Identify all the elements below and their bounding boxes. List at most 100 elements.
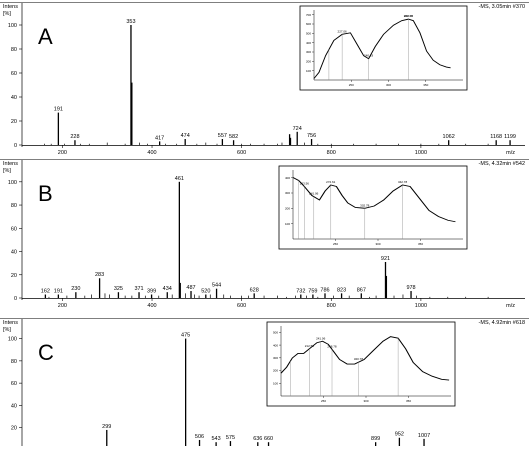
inset-y-tick-label: 300 [306,50,311,54]
peak-label: 191 [54,289,63,295]
y-tick-label: 100 [8,23,17,29]
peak-label: 1199 [504,134,516,140]
peak-label: 162 [41,289,50,295]
y-tick-label: 0 [14,296,17,302]
inset-peak-label: 342.78 [398,180,408,184]
inset-y-tick-label: 600 [306,22,311,26]
y-tick-label: 0 [14,143,17,149]
x-tick-label: 200 [58,303,67,309]
y-tick-label: 80 [11,359,17,365]
inset-x-tick-label: 250 [321,399,326,403]
uv-inset: 100 200 300 400 500 250 300 350 212.56241.06268.… [266,321,456,407]
peak-label: 899 [371,436,380,442]
y-tick-label: 40 [11,95,17,101]
peak-label: 636 [253,436,262,442]
uv-absorbance-curve [313,18,451,79]
inset-y-tick-label: 200 [273,369,278,373]
y-axis-title-line2: [%] [3,11,11,17]
peak-label: 1062 [443,134,455,140]
x-axis-unit: m/z [506,150,515,156]
inset-x-tick-label: 350 [418,242,423,246]
inset-peak-label: 241.06 [309,192,319,196]
peak-label: 487 [186,285,195,291]
inset-x-tick-label: 250 [349,83,354,87]
y-tick-label: 20 [11,119,17,125]
peak-label: 759 [308,289,317,295]
inset-x-tick-label: 350 [423,83,428,87]
inset-y-tick-label: 100 [285,222,290,226]
peak-label: 786 [320,287,329,293]
peak-label: 230 [71,286,80,292]
spectrum-panel-c: Intens[%] -MS, 4.92min #618 20 40 60 80 100 C 29… [0,318,529,450]
inset-y-tick-label: 500 [273,331,278,335]
inset-peak-label: 212.56 [305,344,315,348]
peak-label: 228 [70,134,79,140]
inset-y-tick-label: 200 [285,207,290,211]
x-tick-label: 400 [147,303,156,309]
inset-peak-label: 241.06 [316,337,326,341]
y-tick-label: 100 [8,337,17,343]
inset-y-tick-label: 100 [273,381,278,385]
uv-absorbance-curve [280,336,450,381]
x-tick-label: 600 [237,150,246,156]
x-tick-label: 1000 [415,303,427,309]
inset-peak-label: 227.06 [338,29,348,33]
peak-label: 628 [250,287,259,293]
y-tick-label: 60 [11,71,17,77]
uv-inset: 100 200 300 400 500 600 700 250 300 350 227.06 240.… [299,5,468,91]
inset-curve-group [292,177,456,223]
peak-label: 520 [201,289,210,295]
peak-label: 756 [307,133,316,139]
inset-peak-label: 302.78 [360,203,370,207]
peak-label: 325 [114,286,123,292]
peak-label: 417 [155,135,164,141]
x-tick-label: 400 [147,150,156,156]
y-tick-label: 80 [11,203,17,209]
spectrum-panel-b: Intens[%] -MS, 4.32min #542 0 20 40 60 80 100 B 2… [0,159,529,309]
y-axis-title-line2: [%] [3,327,11,333]
peak-label: 582 [229,134,238,140]
y-tick-label: 40 [11,250,17,256]
inset-frame [299,5,468,91]
inset-y-tick-label: 300 [285,191,290,195]
x-tick-label: 1000 [415,150,427,156]
x-axis-unit: m/z [506,303,515,309]
inset-x-tick-label: 300 [375,242,380,246]
peak-label: 353 [126,19,135,25]
inset-peak-label: 240.19 [364,54,374,58]
uv-inset: 100 200 300 400 250 300 350 203.56 241.06 272.61 3… [278,165,468,250]
spectrum-panel-a: Intens[%] -MS, 3.05min #370 0 20 40 60 80 100 A 2… [0,2,529,156]
inset-y-tick-label: 500 [306,32,311,36]
inset-curve-group [313,18,451,79]
inset-frame [278,165,468,250]
peak-label: 1168 [490,134,502,140]
y-axis-title-line1: Intens [3,4,18,10]
peak-label: 191 [54,107,63,113]
peak-label: 371 [134,286,143,292]
peak-label: 506 [195,434,204,440]
inset-curve-group [280,336,450,381]
y-axis-title-line2: [%] [3,168,11,174]
inset-y-tick-label: 100 [306,69,311,73]
peak-label: 399 [147,289,156,295]
peak-label: 474 [181,133,190,139]
x-tick-label: 800 [327,303,336,309]
scan-info: -MS, 3.05min #370 [479,4,525,10]
inset-x-tick-label: 250 [333,242,338,246]
peak-label: 823 [337,287,346,293]
peak-label: 434 [163,286,172,292]
y-tick-label: 100 [8,180,17,186]
peak-label: 952 [395,432,404,438]
peak-label: 660 [264,436,273,442]
inset-y-tick-label: 400 [306,41,311,45]
peak-label: 544 [212,283,221,289]
peak-label: 978 [406,285,415,291]
panel-label: C [38,340,54,365]
y-axis-title-line1: Intens [3,320,18,326]
y-tick-label: 40 [11,403,17,409]
inset-y-tick-label: 300 [273,356,278,360]
inset-y-tick-label: 400 [285,176,290,180]
x-tick-label: 800 [327,150,336,156]
